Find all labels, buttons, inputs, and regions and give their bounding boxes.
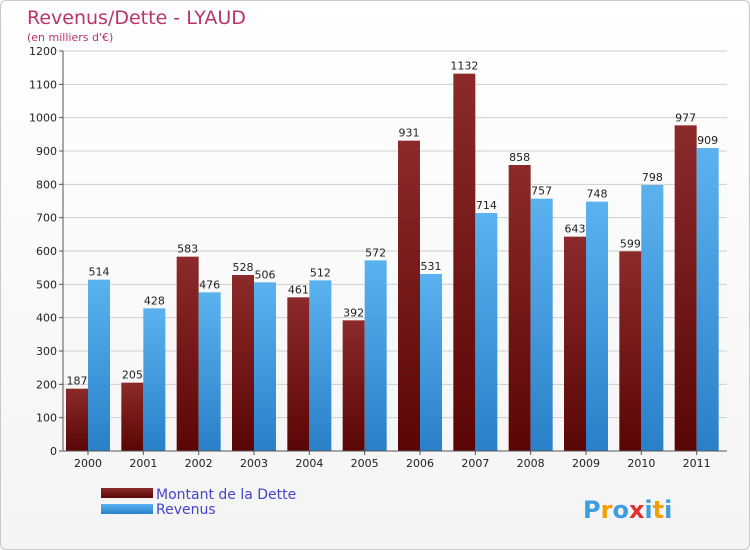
data-label-revenus: 512 [310, 266, 331, 279]
logo-letter: i [664, 496, 672, 524]
data-label-revenus: 748 [587, 188, 608, 201]
bar-dette [564, 236, 586, 451]
grid-layer [63, 50, 727, 452]
y-tick-label: 1100 [29, 78, 57, 91]
data-label-revenus: 909 [697, 134, 718, 147]
y-tick-label: 900 [36, 145, 57, 158]
bar-revenus [586, 201, 608, 451]
bar-dette [287, 297, 310, 451]
legend: Montant de la Dette Revenus [101, 487, 296, 518]
logo-letter: o [612, 496, 629, 524]
y-tick-label: 600 [36, 245, 57, 258]
y-tick-label: 800 [36, 178, 57, 191]
bar-dette [176, 256, 199, 451]
x-tick-label: 2011 [683, 457, 711, 470]
legend-swatch-revenus [101, 504, 153, 514]
x-tick-label: 2009 [572, 457, 600, 470]
data-label-revenus: 798 [642, 171, 663, 184]
data-label-revenus: 757 [531, 185, 552, 198]
bar-revenus [420, 274, 442, 451]
data-label-revenus: 531 [421, 260, 442, 273]
logo-letter: x [629, 496, 645, 524]
data-label-revenus: 476 [199, 278, 220, 291]
data-label-revenus: 514 [89, 266, 110, 279]
bar-revenus [475, 213, 498, 451]
legend-swatch-dette [101, 488, 153, 498]
y-tick-label: 0 [50, 445, 57, 458]
bar-dette [66, 388, 88, 451]
data-label-revenus: 506 [255, 268, 276, 281]
bar-dette [508, 165, 531, 451]
bar-dette [398, 140, 420, 451]
bar-revenus [530, 198, 553, 451]
x-tick-label: 2008 [517, 457, 545, 470]
data-label-dette: 643 [565, 223, 586, 236]
x-tick-label: 2000 [74, 457, 102, 470]
bar-revenus [254, 282, 276, 451]
data-label-revenus: 428 [144, 294, 165, 307]
bar-dette [342, 320, 365, 451]
logo-letter: r [601, 496, 613, 524]
x-tick-label: 2002 [185, 457, 213, 470]
bar-dette [121, 382, 144, 451]
bars-layer [66, 73, 719, 452]
y-tick-label: 100 [36, 412, 57, 425]
x-tick-label: 2004 [295, 457, 323, 470]
bar-revenus [641, 185, 664, 451]
legend-label-revenus: Revenus [156, 502, 216, 518]
data-label-dette: 583 [177, 243, 198, 256]
data-label-dette: 931 [399, 127, 420, 140]
bar-dette [232, 275, 254, 451]
data-label-dette: 187 [67, 375, 88, 388]
x-tick-label: 2003 [240, 457, 268, 470]
y-tick-label: 1200 [29, 45, 57, 58]
x-tick-label: 2007 [461, 457, 489, 470]
x-tick-label: 2001 [129, 457, 157, 470]
y-tick-label: 400 [36, 312, 57, 325]
axis-layer: 0 100 200 300 400 500 600 700 800 900 1000 1100 1200… [29, 45, 727, 470]
data-label-dette: 858 [509, 151, 530, 164]
data-label-dette: 977 [675, 111, 696, 124]
data-label-dette: 599 [620, 237, 641, 250]
y-tick-label: 300 [36, 345, 57, 358]
data-label-revenus: 572 [365, 246, 386, 259]
bar-revenus [88, 279, 110, 451]
bar-dette [453, 73, 476, 452]
proxiti-logo: Proxiti [583, 496, 672, 524]
bar-dette [674, 125, 697, 451]
y-tick-label: 700 [36, 212, 57, 225]
legend-label-dette: Montant de la Dette [156, 487, 296, 503]
data-label-dette: 205 [122, 369, 143, 382]
logo-letter: i [644, 496, 652, 524]
bar-revenus [198, 292, 221, 451]
chart-title: Revenus/Dette - LYAUD [27, 7, 246, 29]
data-label-revenus: 714 [476, 199, 497, 212]
y-tick-label: 1000 [29, 112, 57, 125]
x-tick-label: 2005 [351, 457, 379, 470]
logo-letter: P [583, 496, 601, 524]
data-label-dette: 392 [343, 306, 364, 319]
bar-dette [619, 251, 642, 451]
logo-letter: t [653, 496, 664, 524]
data-label-dette: 528 [233, 261, 254, 274]
x-tick-label: 2006 [406, 457, 434, 470]
data-label-dette: 1132 [450, 60, 478, 73]
chart-subtitle: (en milliers d'€) [27, 31, 113, 44]
x-tick-label: 2010 [627, 457, 655, 470]
bar-revenus [696, 148, 719, 451]
data-label-dette: 461 [288, 283, 309, 296]
y-tick-label: 200 [36, 378, 57, 391]
bar-revenus [364, 260, 387, 451]
bar-revenus [143, 308, 166, 451]
y-tick-label: 500 [36, 278, 57, 291]
bar-revenus [309, 280, 332, 451]
